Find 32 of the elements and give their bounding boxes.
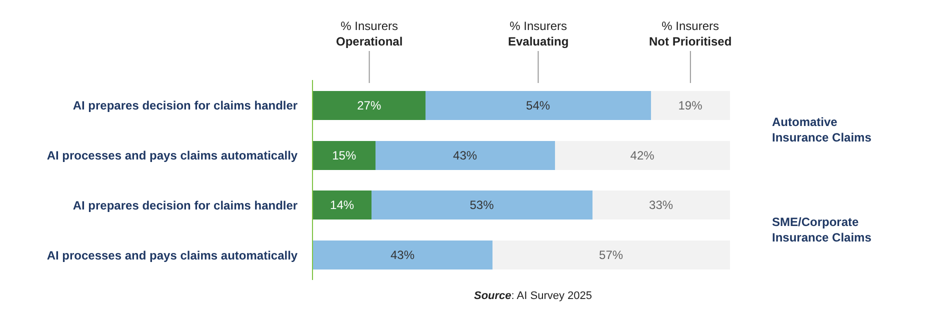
bar [492, 240, 730, 270]
text: % Insurers Operational [336, 19, 403, 49]
y-tick-label: AI prepares decision for claims handler [72, 198, 298, 212]
data-label: 33% [649, 198, 674, 212]
data-label: 53% [470, 198, 494, 212]
data-label: 19% [678, 98, 703, 112]
text: SME/Corporate Insurance Claims [772, 215, 872, 245]
bar [313, 140, 376, 170]
source-note: Source: AI Survey 2025 [474, 290, 592, 302]
bar [554, 140, 730, 170]
data-label: 43% [390, 248, 415, 262]
data-label: 15% [332, 148, 356, 162]
bar [313, 190, 372, 220]
data-label: 42% [630, 148, 655, 162]
data-label: 27% [357, 98, 382, 112]
data-label: 54% [526, 98, 550, 112]
text: % Insurers Evaluating [508, 19, 569, 49]
text: Automative Insurance Claims [772, 115, 872, 145]
text: % Insurers Not Prioritised [649, 19, 732, 49]
y-tick-label: AI processes and pays claims automatically [46, 248, 298, 262]
data-label: 14% [330, 198, 354, 212]
bar [592, 190, 730, 220]
bar [371, 190, 592, 220]
bar [376, 140, 555, 170]
bar [650, 90, 730, 120]
bar [313, 90, 426, 120]
bar [313, 240, 492, 270]
y-tick-label: AI prepares decision for claims handler [72, 98, 298, 113]
data-label: 57% [599, 248, 624, 262]
data-label: 43% [453, 148, 478, 162]
y-tick-label: AI processes and pays claims automatically [46, 148, 298, 163]
bar [426, 90, 651, 120]
